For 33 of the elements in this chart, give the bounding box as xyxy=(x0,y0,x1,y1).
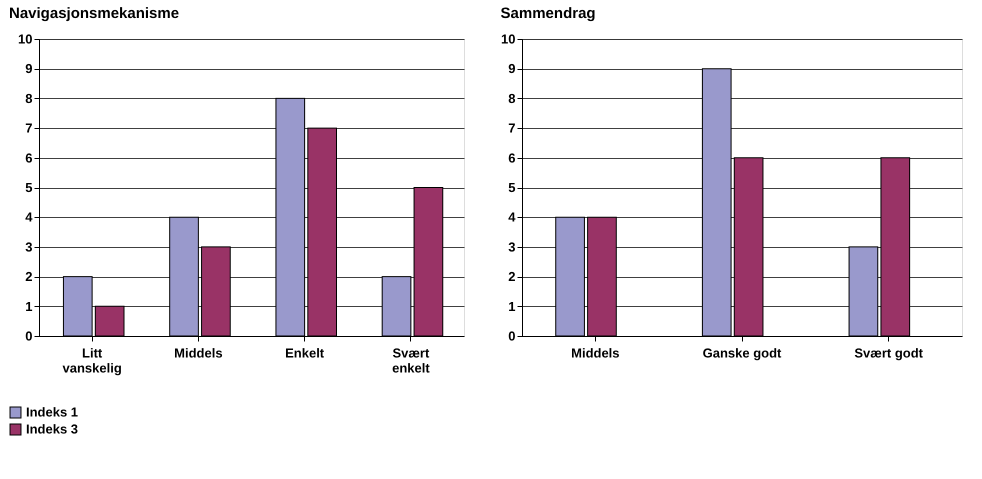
y-tick-label: 10 xyxy=(18,32,32,46)
y-tick-label: 4 xyxy=(508,210,516,225)
y-tick-label: 4 xyxy=(25,210,34,225)
x-tick-label: Middels xyxy=(571,346,620,360)
y-tick-label: 6 xyxy=(508,150,516,166)
y-tick-label: 10 xyxy=(501,32,516,46)
x-tick-label: Middels xyxy=(174,346,223,360)
y-tick-label: 8 xyxy=(508,90,516,106)
y-tick-label: 5 xyxy=(25,180,32,195)
y-tick-label: 3 xyxy=(25,239,32,254)
chart-title: Sammendrag xyxy=(500,5,596,22)
x-tick-label: Enkelt xyxy=(285,346,325,360)
chart-title: Navigasjonsmekanisme xyxy=(9,5,180,22)
y-tick-label: 7 xyxy=(508,120,516,136)
legend-label: Indeks 1 xyxy=(26,404,78,420)
y-tick-label: 3 xyxy=(508,239,516,254)
y-tick-label: 5 xyxy=(508,180,516,195)
y-tick-label: 2 xyxy=(25,269,32,284)
y-tick-label: 6 xyxy=(25,150,32,166)
y-tick-label: 9 xyxy=(25,61,32,76)
y-tick-label: 1 xyxy=(25,298,32,314)
y-tick-label: 1 xyxy=(508,298,516,314)
y-tick-label: 9 xyxy=(508,61,516,76)
legend-label: Indeks 3 xyxy=(26,422,78,436)
y-tick-label: 7 xyxy=(25,120,32,136)
x-tick-label: Litt vanskelig xyxy=(62,346,122,376)
y-tick-label: 2 xyxy=(508,269,516,284)
y-tick-label: 0 xyxy=(25,328,32,344)
x-tick-label: Svært enkelt xyxy=(392,346,430,376)
x-tick-label: Ganske godt xyxy=(702,346,782,360)
y-tick-label: 8 xyxy=(25,90,32,106)
x-tick-label: Svært godt xyxy=(854,346,924,360)
y-tick-label: 0 xyxy=(508,328,516,344)
